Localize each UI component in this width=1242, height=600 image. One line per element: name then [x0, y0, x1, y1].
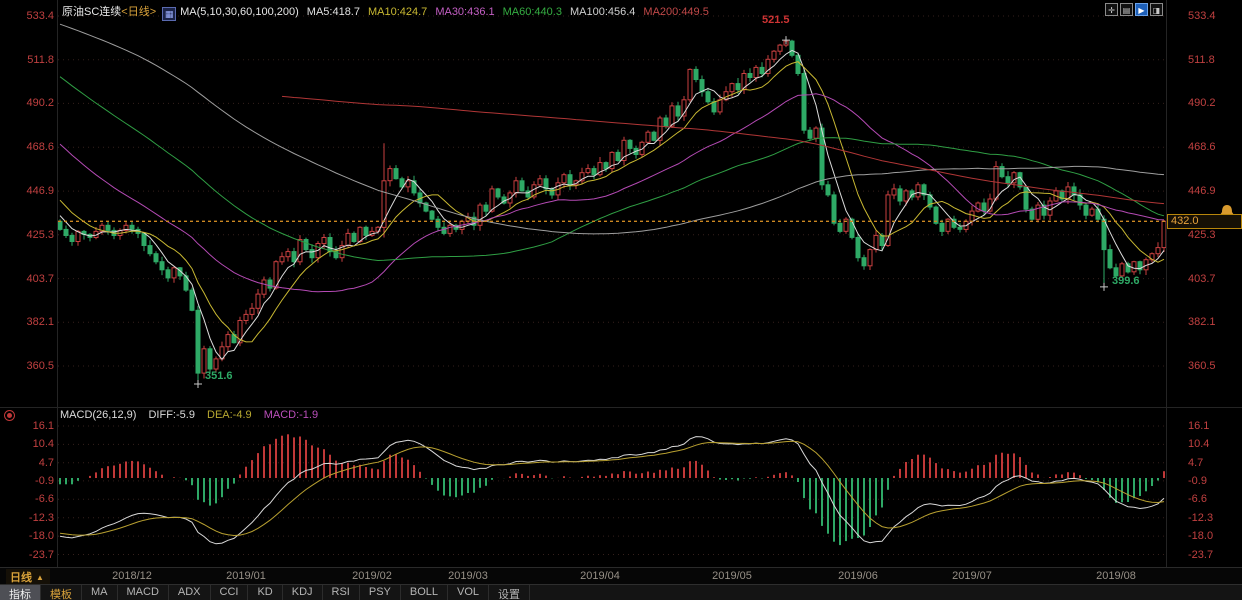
ma-settings-label: MA(5,10,30,60,100,200) — [180, 6, 299, 18]
toolbar-item-KD[interactable]: KD — [248, 585, 283, 600]
current-price-value: 432.0 — [1171, 215, 1199, 227]
axis-tick-label: 382.1 — [26, 316, 54, 329]
date-axis-label: 2019/07 — [952, 570, 992, 582]
swing-high-annotation: 521.5 — [762, 14, 790, 27]
axis-tick-label: -6.6 — [35, 493, 54, 506]
toolbar-item-KDJ[interactable]: KDJ — [283, 585, 323, 600]
date-axis-label: 2019/04 — [580, 570, 620, 582]
axis-tick-label: 446.9 — [26, 185, 54, 198]
axis-tick-label: 468.6 — [26, 141, 54, 154]
axis-tick-label: 511.8 — [27, 53, 54, 66]
toolbar-item-PSY[interactable]: PSY — [360, 585, 401, 600]
toolbar-item-VOL[interactable]: VOL — [448, 585, 490, 600]
toolbar-tab-模板[interactable]: 模板 — [41, 585, 82, 600]
axis-tick-label: -0.9 — [35, 474, 54, 487]
axis-tick-label: 382.1 — [1188, 316, 1216, 329]
date-axis-label: 2019/05 — [712, 570, 752, 582]
window-toolbar-icons: ✛ ▤ ▶ ◨ — [1105, 3, 1163, 16]
toolbar-item-ADX[interactable]: ADX — [169, 585, 211, 600]
toolbar-item-设置[interactable]: 设置 — [489, 585, 531, 600]
indicator-toolbar: 指标 模板 MA MACD ADX CCI KD KDJ RSI PSY BOLL VOL 设置 — [0, 584, 1242, 600]
period-selector-label: 日线 — [10, 572, 32, 584]
macd-formula-label: MACD(26,12,9) — [60, 409, 137, 421]
axis-tick-label: -0.9 — [1188, 474, 1207, 487]
panel-toggle-icon[interactable]: ◨ — [1150, 3, 1163, 16]
axis-tick-label: 533.4 — [26, 10, 54, 22]
date-axis-label: 2019/03 — [448, 570, 488, 582]
ma-legend-value: MA10:424.7 — [367, 6, 428, 18]
current-price-tag[interactable]: 432.0 — [1167, 214, 1242, 229]
date-axis-label: 2019/06 — [838, 570, 878, 582]
axis-tick-label: -23.7 — [1188, 548, 1214, 561]
play-forward-icon[interactable]: ▶ — [1135, 3, 1148, 16]
macd-macd-value: MACD:-1.9 — [263, 409, 319, 421]
indicator-settings-icon[interactable] — [4, 410, 15, 421]
axis-tick-label: -18.0 — [28, 530, 54, 543]
axis-tick-label: -18.0 — [1188, 530, 1214, 543]
axis-tick-label: 533.4 — [1188, 10, 1216, 22]
indicator-window-icon[interactable]: ▤ — [1120, 3, 1133, 16]
toolbar-item-RSI[interactable]: RSI — [323, 585, 360, 600]
swing-low-annotation: 351.6 — [205, 370, 233, 383]
x-axis-row: 日线 ▲ 2018/12 2019/01 2019/02 2019/03 2019/04 2… — [0, 568, 1242, 586]
macd-header: MACD(26,12,9) DIFF:-5.9 DEA:-4.9 MACD:-1… — [60, 409, 318, 421]
date-axis-label: 2018/12 — [112, 570, 152, 582]
axis-tick-label: 490.2 — [1188, 97, 1216, 110]
axis-tick-label: 360.5 — [26, 359, 54, 372]
ma-legend-value: MA30:436.1 — [435, 6, 495, 18]
toolbar-item-CCI[interactable]: CCI — [211, 585, 249, 600]
ma-legend-value: MA60:440.3 — [502, 6, 562, 18]
period-selector[interactable]: 日线 ▲ — [6, 569, 50, 586]
macd-dea-value: DEA:-4.9 — [207, 409, 252, 421]
date-axis-label: 2019/08 — [1096, 570, 1136, 582]
axis-tick-label: -6.6 — [1188, 493, 1207, 506]
chevron-up-icon: ▲ — [36, 573, 44, 582]
instrument-title: 原油SC连续 — [62, 6, 122, 18]
axis-tick-label: 511.8 — [1188, 53, 1215, 66]
axis-tick-label: -12.3 — [28, 511, 54, 524]
ma-legend-value: MA5:418.7 — [306, 6, 360, 18]
axis-tick-label: -12.3 — [1188, 511, 1214, 524]
axis-tick-label: 10.4 — [32, 438, 54, 451]
axis-tick-label: -23.7 — [28, 548, 54, 561]
recent-low-annotation: 399.6 — [1112, 274, 1140, 287]
axis-tick-label: 16.1 — [32, 420, 54, 433]
axis-tick-label: 490.2 — [26, 97, 54, 110]
chart-header: 原油SC连续<日线> ▦ MA(5,10,30,60,100,200) MA5:418… — [62, 3, 709, 21]
date-axis-label: 2019/01 — [226, 570, 266, 582]
axis-tick-label: 446.9 — [1188, 185, 1216, 198]
toolbar-item-MACD[interactable]: MACD — [118, 585, 169, 600]
date-axis-label: 2019/02 — [352, 570, 392, 582]
axis-tick-label: 403.7 — [26, 272, 54, 285]
ma-legend-value: MA200:449.5 — [643, 6, 709, 18]
axis-tick-label: 4.7 — [38, 456, 54, 469]
crosshair-tool-icon[interactable]: ✛ — [1105, 3, 1118, 16]
axis-tick-label: 10.4 — [1188, 438, 1210, 451]
axis-tick-label: 425.3 — [26, 228, 54, 241]
axis-tick-label: 425.3 — [1188, 228, 1216, 241]
period-tag: <日线> — [121, 6, 157, 18]
axis-tick-label: 16.1 — [1188, 420, 1210, 433]
toolbar-item-MA[interactable]: MA — [82, 585, 118, 600]
axis-tick-label: 360.5 — [1188, 359, 1216, 372]
axis-tick-label: 468.6 — [1188, 141, 1216, 154]
axis-tick-label: 403.7 — [1188, 272, 1216, 285]
ma-indicator-icon[interactable]: ▦ — [162, 7, 177, 21]
ma-legend-value: MA100:456.4 — [569, 6, 636, 18]
toolbar-item-BOLL[interactable]: BOLL — [401, 585, 449, 600]
macd-diff-value: DIFF:-5.9 — [148, 409, 195, 421]
ma-legend: MA5:418.7 MA10:424.7 MA30:436.1 MA60:440.3 M… — [299, 6, 709, 18]
toolbar-tab-指标[interactable]: 指标 — [0, 585, 41, 600]
axis-tick-label: 4.7 — [1188, 456, 1204, 469]
